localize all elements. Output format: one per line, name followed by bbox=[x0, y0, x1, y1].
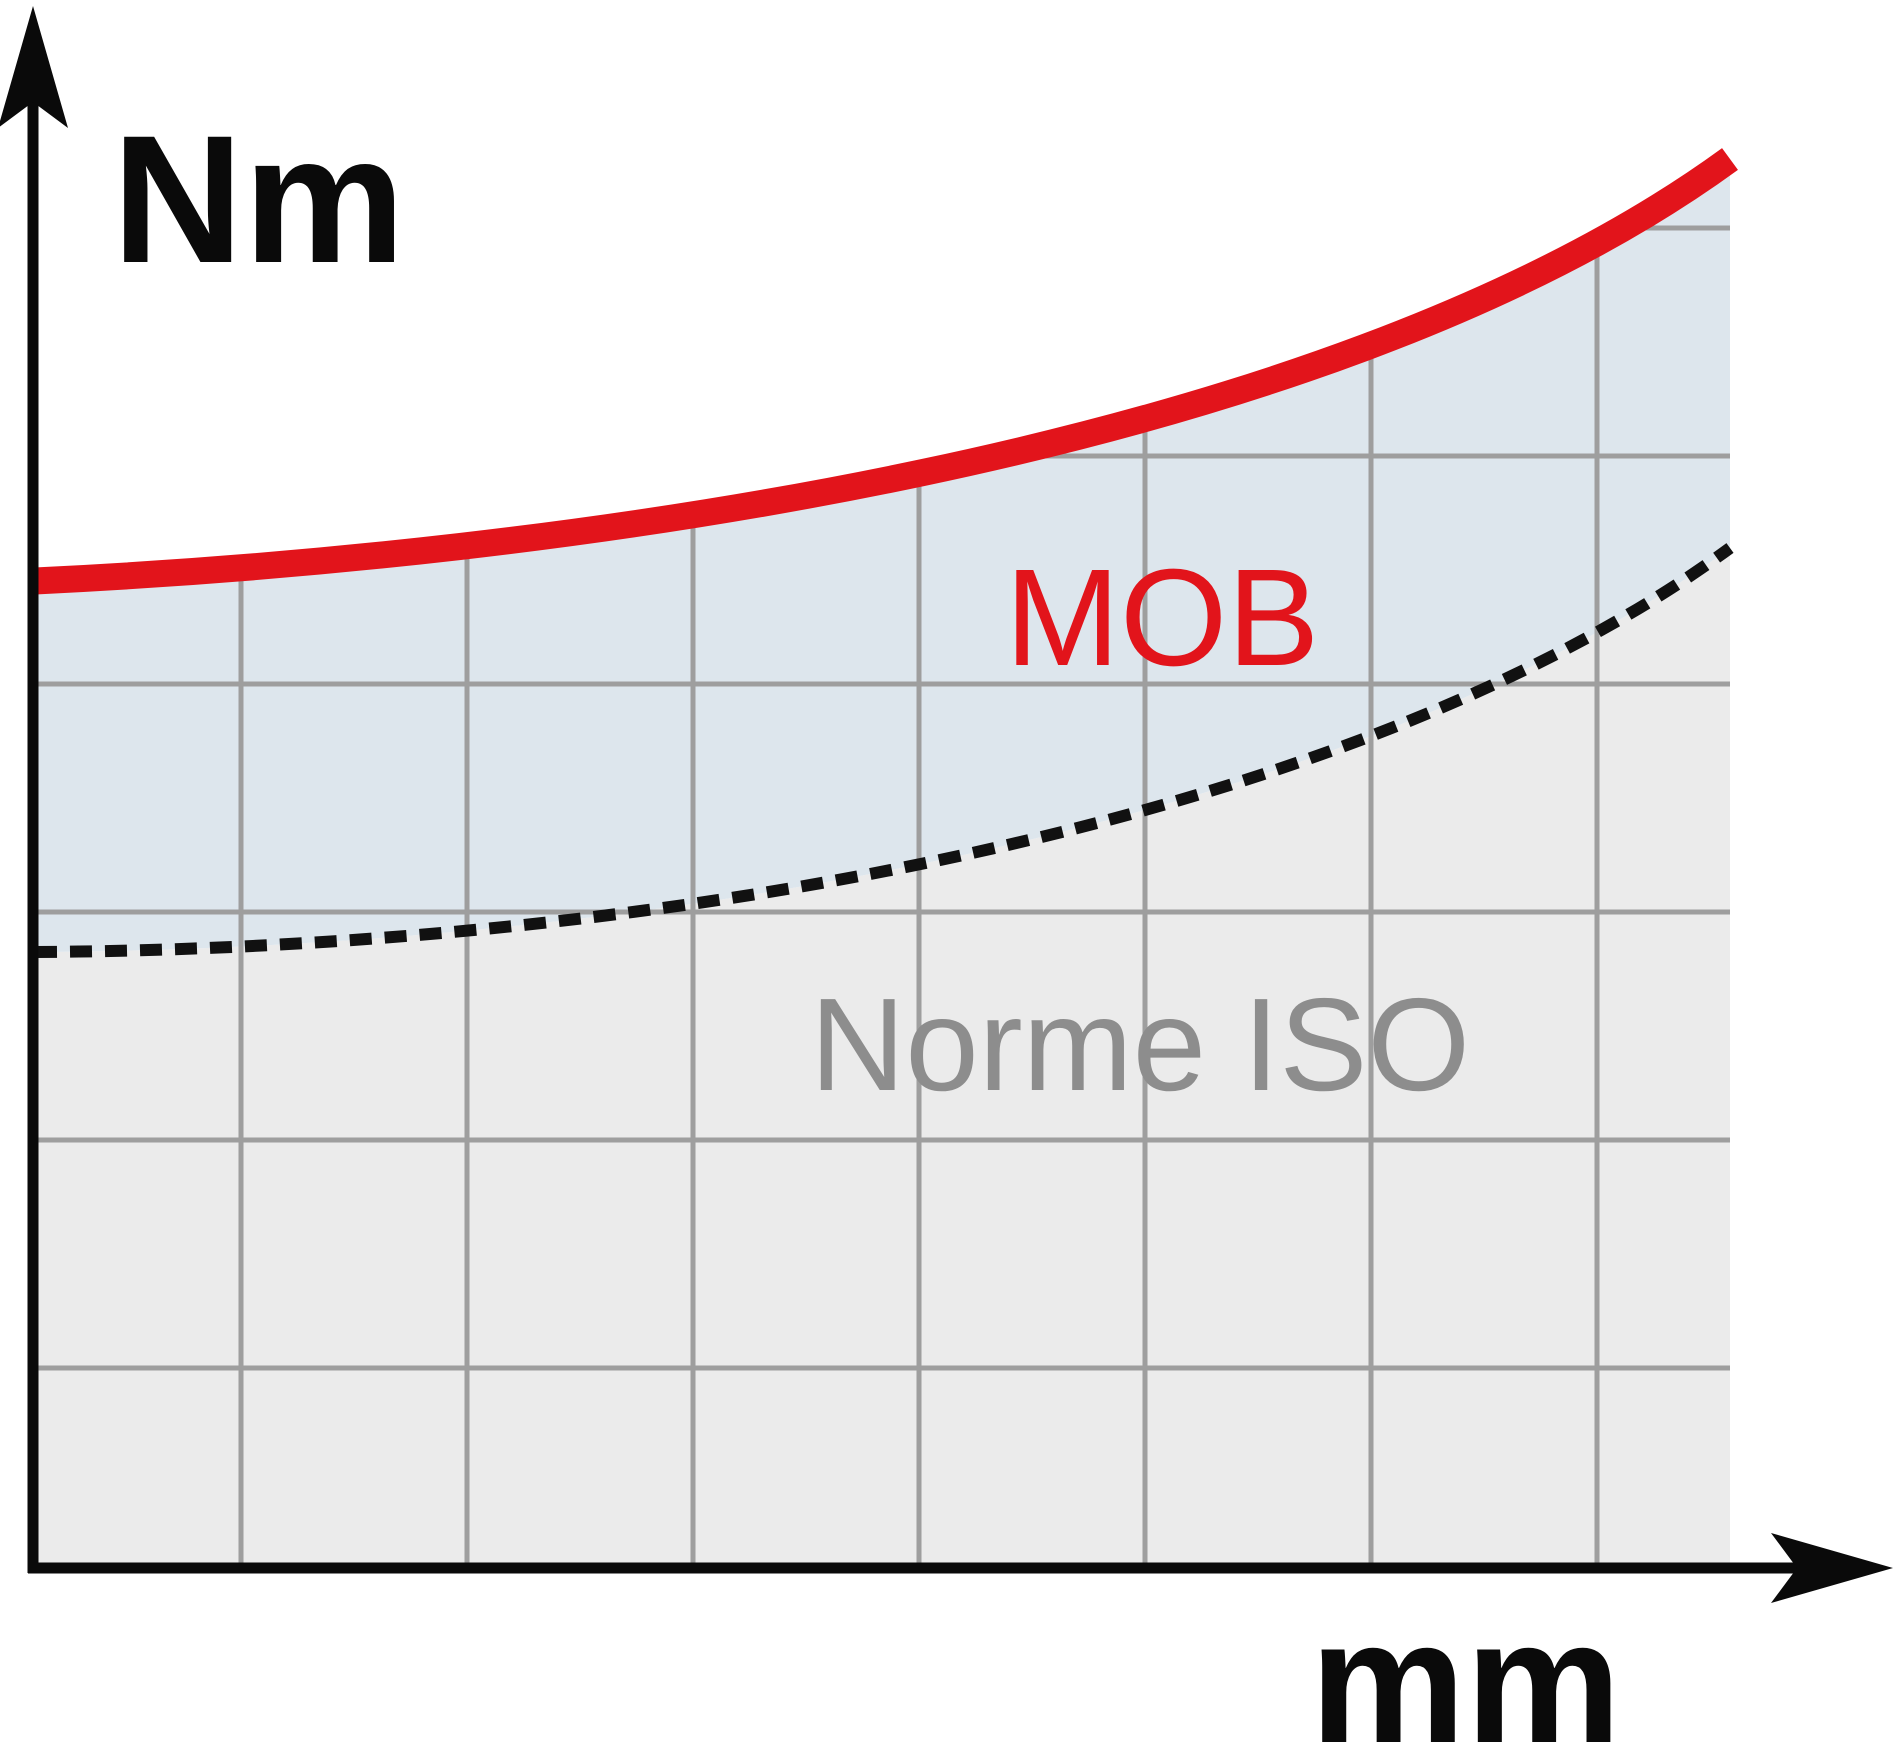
x-axis-unit-label: mm bbox=[1310, 1585, 1621, 1745]
iso-series-label: Norme ISO bbox=[810, 971, 1470, 1118]
x-axis-arrowhead-icon bbox=[1771, 1533, 1893, 1603]
y-axis-arrowhead-icon bbox=[0, 6, 68, 128]
mob-series-label: MOB bbox=[1005, 541, 1319, 695]
iso-dashed-curve bbox=[34, 543, 1734, 958]
iso-zone-area bbox=[35, 548, 1730, 1568]
mob-zone-area bbox=[35, 159, 1730, 952]
mob-red-curve bbox=[34, 148, 1738, 595]
y-axis-unit-label: Nm bbox=[112, 97, 405, 301]
axes bbox=[0, 6, 1893, 1603]
